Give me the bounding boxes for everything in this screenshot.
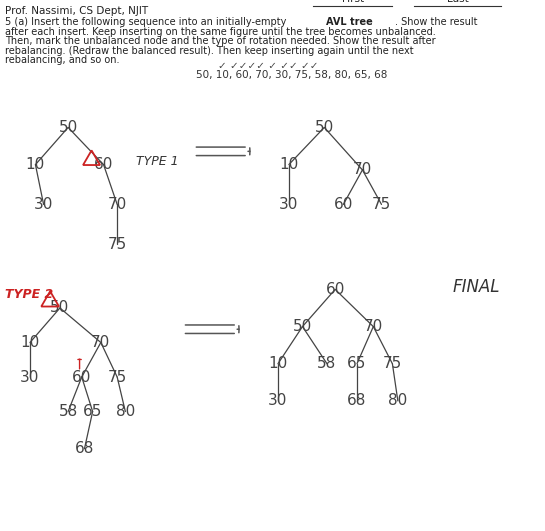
Text: Then, mark the unbalanced node and the type of rotation needed. Show the result : Then, mark the unbalanced node and the t… bbox=[5, 36, 436, 46]
Text: 68: 68 bbox=[347, 393, 367, 408]
Text: 80: 80 bbox=[116, 404, 135, 419]
Text: 60: 60 bbox=[334, 197, 353, 212]
Text: 70: 70 bbox=[353, 162, 372, 177]
Text: 60: 60 bbox=[325, 282, 345, 297]
Text: 30: 30 bbox=[34, 197, 53, 212]
Text: 50: 50 bbox=[293, 319, 312, 334]
Text: 5 (a) Insert the following sequence into an initially-empty: 5 (a) Insert the following sequence into… bbox=[5, 17, 290, 27]
Text: 65: 65 bbox=[347, 356, 367, 371]
Text: rebalancing, and so on.: rebalancing, and so on. bbox=[5, 55, 120, 65]
Text: 75: 75 bbox=[107, 237, 127, 252]
Text: 50: 50 bbox=[58, 120, 78, 135]
Text: First: First bbox=[342, 0, 364, 4]
Text: AVL tree: AVL tree bbox=[326, 17, 373, 27]
Text: 65: 65 bbox=[83, 404, 102, 419]
Text: 80: 80 bbox=[388, 393, 408, 408]
Text: 70: 70 bbox=[91, 335, 111, 350]
Text: 50: 50 bbox=[314, 120, 334, 135]
Text: 10: 10 bbox=[26, 157, 45, 172]
Text: 10: 10 bbox=[268, 356, 288, 371]
Text: 60: 60 bbox=[72, 370, 92, 384]
Text: TYPE 2: TYPE 2 bbox=[5, 288, 54, 301]
Text: after each insert. Keep inserting on the same figure until the tree becomes unba: after each insert. Keep inserting on the… bbox=[5, 27, 436, 37]
Text: 70: 70 bbox=[107, 197, 127, 212]
Text: 75: 75 bbox=[383, 356, 402, 371]
Text: 30: 30 bbox=[279, 197, 299, 212]
Text: 58: 58 bbox=[58, 404, 78, 419]
Text: ✓ ✓✓✓✓ ✓ ✓✓ ✓✓: ✓ ✓✓✓✓ ✓ ✓✓ ✓✓ bbox=[218, 61, 318, 71]
Text: 10: 10 bbox=[279, 157, 299, 172]
Text: 30: 30 bbox=[20, 370, 40, 384]
Text: rebalancing. (Redraw the balanced result). Then keep inserting again until the n: rebalancing. (Redraw the balanced result… bbox=[5, 46, 414, 56]
Text: 10: 10 bbox=[20, 335, 40, 350]
Text: 50: 50 bbox=[50, 301, 70, 315]
Text: TYPE 1: TYPE 1 bbox=[136, 156, 179, 168]
Text: Prof. Nassimi, CS Dept, NJIT: Prof. Nassimi, CS Dept, NJIT bbox=[5, 6, 149, 16]
Text: . Show the result: . Show the result bbox=[395, 17, 477, 27]
Text: 75: 75 bbox=[372, 197, 391, 212]
Text: 75: 75 bbox=[107, 370, 127, 384]
Text: 68: 68 bbox=[75, 441, 94, 456]
Text: 58: 58 bbox=[317, 356, 337, 371]
Text: Last: Last bbox=[447, 0, 469, 4]
Text: 60: 60 bbox=[94, 157, 113, 172]
Text: FINAL: FINAL bbox=[452, 278, 500, 296]
Text: 50, 10, 60, 70, 30, 75, 58, 80, 65, 68: 50, 10, 60, 70, 30, 75, 58, 80, 65, 68 bbox=[196, 70, 387, 80]
Text: 70: 70 bbox=[364, 319, 383, 334]
Text: 30: 30 bbox=[268, 393, 288, 408]
